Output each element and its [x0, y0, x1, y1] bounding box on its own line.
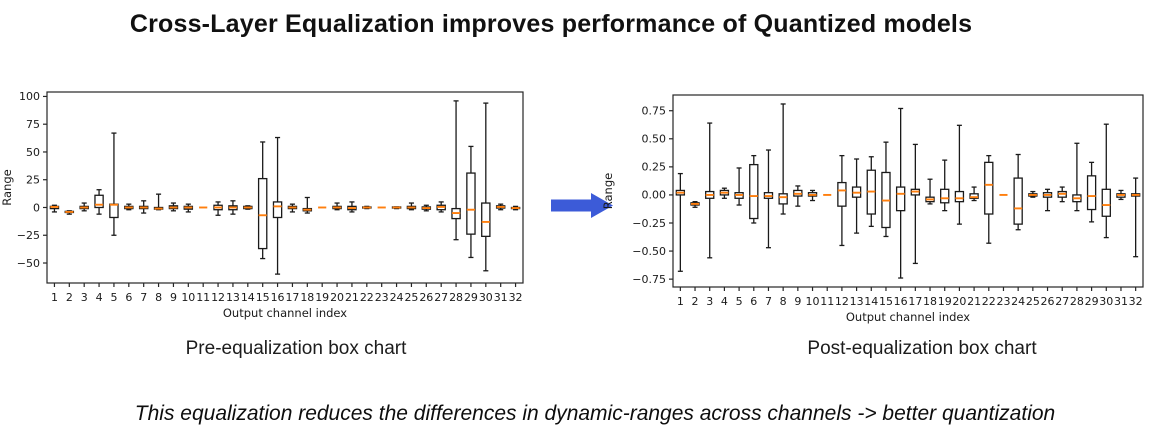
svg-text:−50: −50: [17, 257, 40, 270]
svg-text:9: 9: [794, 295, 801, 308]
svg-text:32: 32: [509, 291, 523, 304]
svg-text:27: 27: [1055, 295, 1069, 308]
svg-text:30: 30: [1099, 295, 1113, 308]
svg-text:29: 29: [464, 291, 478, 304]
svg-text:0.50: 0.50: [642, 133, 667, 146]
svg-text:1: 1: [51, 291, 58, 304]
svg-text:3: 3: [706, 295, 713, 308]
svg-text:11: 11: [820, 295, 834, 308]
svg-text:28: 28: [1070, 295, 1084, 308]
svg-text:−0.50: −0.50: [632, 245, 666, 258]
svg-text:27: 27: [434, 291, 448, 304]
svg-text:12: 12: [211, 291, 225, 304]
svg-text:0.25: 0.25: [642, 161, 667, 174]
svg-text:19: 19: [938, 295, 952, 308]
svg-text:Range: Range: [601, 173, 615, 209]
svg-text:13: 13: [226, 291, 240, 304]
svg-text:0.75: 0.75: [642, 105, 667, 118]
svg-text:5: 5: [736, 295, 743, 308]
svg-text:26: 26: [1041, 295, 1055, 308]
svg-text:−25: −25: [17, 229, 40, 242]
svg-text:21: 21: [967, 295, 981, 308]
footnote-text: This equalization reduces the difference…: [134, 402, 1056, 425]
svg-text:15: 15: [879, 295, 893, 308]
svg-text:15: 15: [256, 291, 270, 304]
svg-text:Output channel index: Output channel index: [846, 310, 970, 324]
svg-text:2: 2: [692, 295, 699, 308]
svg-text:18: 18: [923, 295, 937, 308]
svg-text:22: 22: [360, 291, 374, 304]
svg-text:1: 1: [677, 295, 684, 308]
svg-text:3: 3: [81, 291, 88, 304]
svg-text:20: 20: [330, 291, 344, 304]
svg-text:8: 8: [780, 295, 787, 308]
svg-text:−0.25: −0.25: [632, 217, 666, 230]
svg-text:29: 29: [1085, 295, 1099, 308]
svg-text:16: 16: [271, 291, 285, 304]
svg-text:25: 25: [1026, 295, 1040, 308]
svg-text:14: 14: [241, 291, 255, 304]
svg-text:9: 9: [170, 291, 177, 304]
svg-text:6: 6: [750, 295, 757, 308]
svg-text:12: 12: [835, 295, 849, 308]
svg-text:19: 19: [315, 291, 329, 304]
svg-text:6: 6: [125, 291, 132, 304]
svg-text:50: 50: [26, 146, 40, 159]
svg-text:25: 25: [26, 174, 40, 187]
svg-text:8: 8: [155, 291, 162, 304]
svg-text:31: 31: [1114, 295, 1128, 308]
svg-text:100: 100: [19, 90, 40, 103]
caption-pre-equalization: Pre-equalization box chart: [185, 338, 407, 359]
svg-text:17: 17: [908, 295, 922, 308]
svg-text:4: 4: [721, 295, 728, 308]
svg-text:20: 20: [952, 295, 966, 308]
svg-text:0.00: 0.00: [642, 189, 667, 202]
svg-text:18: 18: [300, 291, 314, 304]
svg-text:11: 11: [196, 291, 210, 304]
svg-text:2: 2: [66, 291, 73, 304]
svg-text:0: 0: [33, 201, 40, 214]
svg-text:75: 75: [26, 118, 40, 131]
svg-text:30: 30: [479, 291, 493, 304]
svg-text:4: 4: [96, 291, 103, 304]
transform-arrow: [551, 193, 613, 218]
svg-text:28: 28: [449, 291, 463, 304]
svg-text:31: 31: [494, 291, 508, 304]
svg-text:24: 24: [390, 291, 404, 304]
post-equalization-boxplot: −0.75−0.50−0.250.000.250.500.751 2 3 4 5 6 7 8 9…: [601, 94, 1144, 324]
svg-text:26: 26: [419, 291, 433, 304]
slide-title: Cross-Layer Equalization improves perfor…: [129, 10, 973, 38]
svg-text:21: 21: [345, 291, 359, 304]
svg-text:17: 17: [285, 291, 299, 304]
svg-text:23: 23: [996, 295, 1010, 308]
svg-text:16: 16: [894, 295, 908, 308]
svg-text:25: 25: [404, 291, 418, 304]
svg-text:−0.75: −0.75: [632, 273, 666, 286]
svg-text:23: 23: [375, 291, 389, 304]
caption-post-equalization: Post-equalization box chart: [807, 338, 1037, 359]
right-arrow-icon: [551, 193, 613, 218]
svg-text:Output channel index: Output channel index: [223, 306, 347, 320]
svg-text:24: 24: [1011, 295, 1025, 308]
svg-text:Range: Range: [0, 169, 14, 205]
svg-text:10: 10: [181, 291, 195, 304]
svg-text:7: 7: [765, 295, 772, 308]
svg-text:5: 5: [110, 291, 117, 304]
svg-text:13: 13: [850, 295, 864, 308]
svg-text:10: 10: [806, 295, 820, 308]
svg-text:32: 32: [1129, 295, 1143, 308]
svg-text:22: 22: [982, 295, 996, 308]
svg-text:14: 14: [864, 295, 878, 308]
svg-text:7: 7: [140, 291, 147, 304]
